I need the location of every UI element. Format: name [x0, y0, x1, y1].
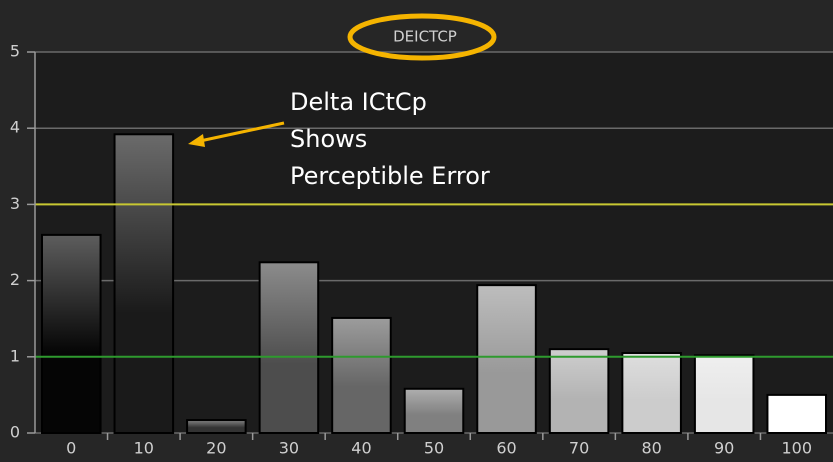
y-tick-label: 0 — [10, 423, 20, 442]
bar-shine — [623, 353, 680, 432]
y-tick-label: 3 — [10, 194, 20, 213]
x-tick-label: 10 — [134, 439, 154, 458]
x-tick-label: 90 — [714, 439, 734, 458]
bar-shine — [260, 263, 318, 432]
annotation-text: Delta ICtCp — [290, 88, 427, 116]
bar-shine — [478, 286, 535, 432]
highlight-ellipse — [347, 13, 497, 61]
bars — [41, 133, 827, 435]
x-tick-label: 100 — [781, 439, 812, 458]
bar-shine — [188, 421, 245, 432]
bar-shine — [695, 356, 753, 432]
y-tick-label: 5 — [10, 42, 20, 61]
y-tick-label: 4 — [10, 118, 20, 137]
annotation-text: Shows — [290, 125, 367, 153]
annotation: Delta ICtCp Shows Perceptible Error — [290, 88, 490, 190]
bar-shine — [768, 395, 825, 432]
arrow-head — [188, 134, 205, 147]
bar-shine — [405, 389, 463, 432]
y-tick-label: 2 — [10, 270, 20, 289]
annotation-text: Perceptible Error — [290, 162, 490, 190]
bar-shine — [333, 318, 390, 432]
x-tick-label: 0 — [66, 439, 76, 458]
reference-lines — [35, 203, 833, 358]
x-tick-label: 30 — [279, 439, 299, 458]
arrow-line — [199, 121, 285, 143]
x-tick-label: 20 — [206, 439, 226, 458]
bar-shine — [550, 350, 608, 432]
x-tick-label: 70 — [569, 439, 589, 458]
x-tick-label: 50 — [424, 439, 444, 458]
x-tick-label: 80 — [641, 439, 661, 458]
chart-title: DEICTCP — [393, 28, 457, 46]
y-tick-label: 1 — [10, 346, 20, 365]
x-tick-label: 40 — [351, 439, 371, 458]
x-tick-label: 60 — [496, 439, 516, 458]
bar-shine — [115, 135, 173, 432]
bar-shine — [43, 235, 100, 432]
